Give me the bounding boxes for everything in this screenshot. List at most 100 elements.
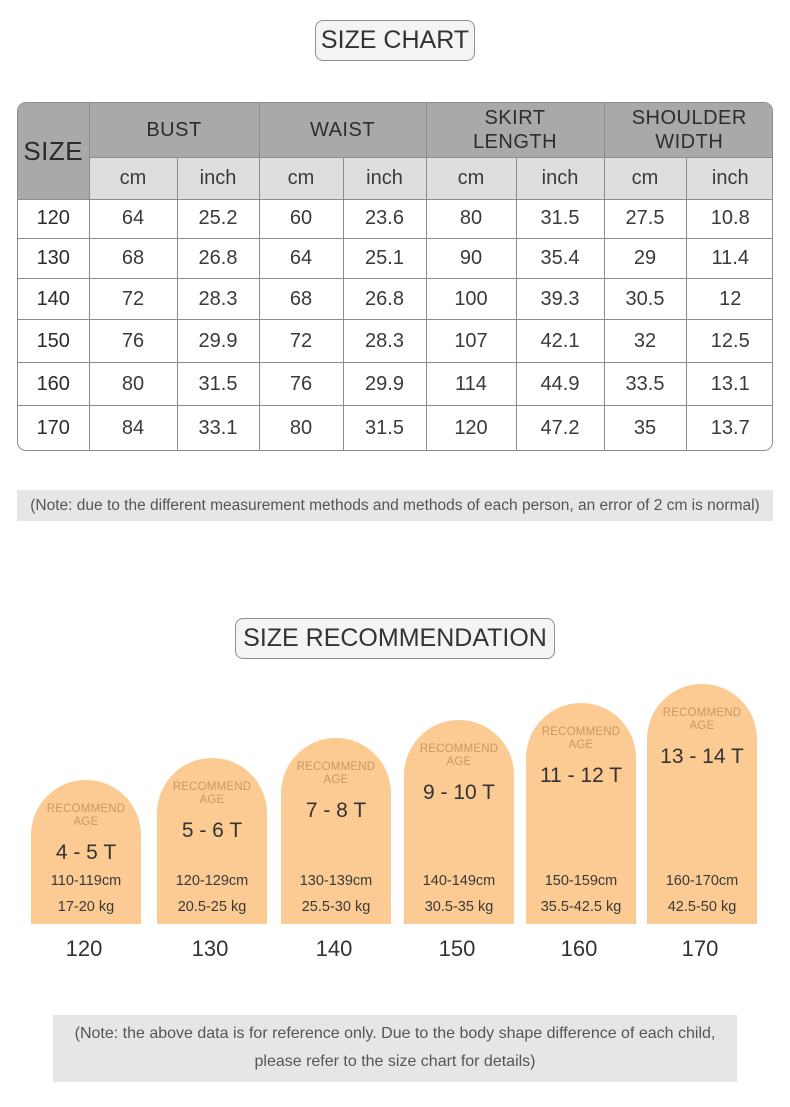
waist-header: WAIST	[258, 103, 427, 158]
measurement-cell: 76	[258, 362, 344, 407]
height-range: 140-149cm	[422, 873, 496, 889]
measurement-cell: 84	[88, 405, 178, 450]
recommend-label-line-1: RECOMMEND	[172, 781, 252, 793]
unit-header: cm	[89, 156, 178, 200]
unit-header: inch	[685, 156, 772, 200]
size-cell: 160	[18, 362, 90, 407]
measurement-cell: 13.7	[685, 405, 772, 450]
height-range: 120-129cm	[175, 873, 249, 889]
measurement-cell: 76	[88, 319, 178, 364]
table-row: 160 80 31.5 76 29.9 114 44.9 33.5 13.1	[18, 362, 772, 407]
measurement-cell: 11.4	[685, 237, 772, 279]
recommended-age: 9 - 10 T	[423, 781, 495, 804]
recommendation-card: RECOMMEND AGE 5 - 6 T 120-129cm 20.5-25 kg	[157, 758, 267, 924]
measurement-cell: 23.6	[342, 198, 427, 239]
recommend-label-line-2: AGE	[73, 816, 99, 828]
recommended-age: 7 - 8 T	[305, 799, 367, 822]
table-row: 130 68 26.8 64 25.1 90 35.4 29 11.4	[18, 237, 772, 279]
measurement-cell: 27.5	[603, 198, 687, 239]
recommend-label-line-1: RECOMMEND	[296, 761, 376, 773]
recommendation-card: RECOMMEND AGE 9 - 10 T 140-149cm 30.5-35 kg	[404, 720, 514, 924]
recommended-size: 170	[681, 936, 719, 961]
measurement-cell: 25.2	[176, 198, 260, 239]
measurement-cell: 33.1	[176, 405, 260, 450]
recommend-age-label: RECOMMEND AGE	[526, 726, 636, 752]
measurement-cell: 31.5	[515, 198, 605, 239]
measurement-cell: 29	[603, 237, 687, 279]
measurement-cell: 120	[425, 405, 517, 450]
recommendation-card: RECOMMEND AGE 4 - 5 T 110-119cm 17-20 kg	[31, 780, 141, 924]
unit-header: inch	[515, 156, 605, 200]
recommend-age-label: RECOMMEND AGE	[157, 781, 267, 807]
recommend-age-label: RECOMMEND AGE	[31, 803, 141, 829]
measurement-cell: 12.5	[685, 319, 772, 364]
recommended-age: 11 - 12 T	[539, 764, 623, 787]
size-chart-table: SIZE BUST WAIST SKIRT LENGTH SHOULDER WI…	[17, 102, 773, 451]
height-range: 150-159cm	[544, 873, 618, 889]
measurement-cell: 80	[88, 362, 178, 407]
measurement-cell: 29.9	[176, 319, 260, 364]
recommend-age-label: RECOMMEND AGE	[404, 743, 514, 769]
size-chart-title: SIZE CHART	[315, 20, 475, 61]
recommend-label-line-1: RECOMMEND	[541, 726, 621, 738]
recommended-age: 4 - 5 T	[55, 841, 117, 864]
recommendation-card: RECOMMEND AGE 7 - 8 T 130-139cm 25.5-30 kg	[281, 738, 391, 924]
measurement-cell: 28.3	[342, 319, 427, 364]
measurement-cell: 31.5	[342, 405, 427, 450]
bust-header: BUST	[88, 103, 260, 158]
weight-range: 35.5-42.5 kg	[540, 899, 622, 915]
size-cell: 140	[18, 277, 90, 321]
measurement-cell: 107	[425, 319, 517, 364]
recommended-size: 130	[191, 936, 229, 961]
measurement-cell: 39.3	[515, 277, 605, 321]
measurement-cell: 60	[258, 198, 344, 239]
size-recommendation-title: SIZE RECOMMENDATION	[235, 618, 555, 659]
height-range: 130-139cm	[299, 873, 373, 889]
recommend-label-line-1: RECOMMEND	[662, 707, 742, 719]
weight-range: 30.5-35 kg	[424, 899, 494, 915]
recommend-label-line-2: AGE	[199, 794, 225, 806]
skirt-length-header: SKIRT LENGTH	[425, 103, 605, 158]
unit-header: cm	[603, 156, 687, 200]
recommended-size: 160	[560, 936, 598, 961]
recommend-label-line-2: AGE	[568, 739, 594, 751]
measurement-cell: 80	[258, 405, 344, 450]
unit-header: inch	[176, 156, 260, 200]
measurement-cell: 35	[603, 405, 687, 450]
weight-range: 42.5-50 kg	[667, 899, 737, 915]
recommend-label-line-2: AGE	[446, 756, 472, 768]
measurement-cell: 44.9	[515, 362, 605, 407]
recommended-age: 13 - 14 T	[660, 745, 744, 768]
measurement-cell: 35.4	[515, 237, 605, 279]
recommend-label-line-2: AGE	[323, 774, 349, 786]
weight-range: 25.5-30 kg	[301, 899, 371, 915]
measurement-cell: 68	[258, 277, 344, 321]
measurement-cell: 32	[603, 319, 687, 364]
recommended-size: 120	[65, 936, 103, 961]
recommendation-card: RECOMMEND AGE 13 - 14 T 160-170cm 42.5-50 kg	[647, 684, 757, 924]
measurement-cell: 72	[258, 319, 344, 364]
measurement-cell: 114	[425, 362, 517, 407]
measurement-cell: 68	[88, 237, 178, 279]
measurement-cell: 28.3	[176, 277, 260, 321]
unit-header: cm	[425, 156, 517, 200]
weight-range: 20.5-25 kg	[177, 899, 247, 915]
measurement-cell: 29.9	[342, 362, 427, 407]
size-cell: 120	[18, 198, 90, 239]
shoulder-width-header: SHOULDER WIDTH	[603, 103, 772, 158]
unit-header: inch	[342, 156, 427, 200]
recommended-age: 5 - 6 T	[181, 819, 243, 842]
reference-note-line-2: please refer to the size chart for detai…	[254, 1053, 536, 1070]
recommend-label-line-1: RECOMMEND	[419, 743, 499, 755]
measurement-cell: 72	[88, 277, 178, 321]
weight-range: 17-20 kg	[57, 899, 115, 915]
table-row: 170 84 33.1 80 31.5 120 47.2 35 13.7	[18, 405, 772, 450]
measurement-cell: 10.8	[685, 198, 772, 239]
measurement-cell: 30.5	[603, 277, 687, 321]
table-row: 150 76 29.9 72 28.3 107 42.1 32 12.5	[18, 319, 772, 364]
recommendation-card: RECOMMEND AGE 11 - 12 T 150-159cm 35.5-42.5 …	[526, 703, 636, 924]
measurement-cell: 26.8	[176, 237, 260, 279]
measurement-cell: 80	[425, 198, 517, 239]
measurement-cell: 47.2	[515, 405, 605, 450]
measurement-cell: 100	[425, 277, 517, 321]
